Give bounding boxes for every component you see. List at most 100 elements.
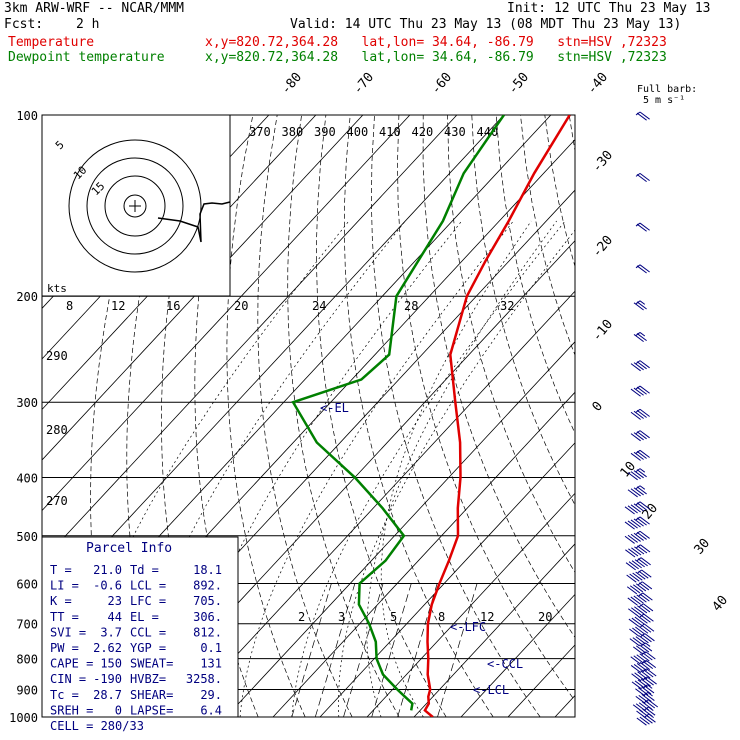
wind-barb-flag: [635, 626, 646, 635]
wind-barb-flag: [632, 646, 644, 655]
hodograph-ring: [104, 175, 166, 237]
parcel-key: Td =: [130, 563, 159, 577]
parcel-value: 892.: [193, 579, 222, 593]
wind-barb-flag: [645, 651, 656, 660]
wind-barb-flag: [642, 715, 653, 724]
theta-label: 430: [444, 125, 466, 139]
wind-barb-flag: [638, 635, 649, 644]
wind-barb-flag: [636, 450, 647, 459]
wind-barb-flag: [636, 301, 647, 310]
forecast-label: Fcst:: [4, 17, 44, 32]
wind-barb-flag: [627, 597, 638, 606]
parcel-key: PW =: [50, 641, 79, 655]
wind-barb-flag: [637, 558, 648, 567]
wind-barb-flag: [644, 685, 655, 694]
dry-adiabat-line: [568, 115, 575, 154]
wind-barb-flag: [635, 583, 647, 592]
wind-barb-flag: [639, 716, 650, 725]
parcel-value: 0.1: [200, 641, 222, 655]
isotherm-label: -60: [429, 70, 456, 98]
mixing-ratio-label: 3: [338, 610, 345, 624]
barb-legend-title: Full barb:: [637, 84, 697, 95]
wind-barb-flag: [630, 433, 641, 442]
isotherm-line: [178, 290, 575, 717]
wind-barb-flag: [627, 489, 638, 498]
parcel-key: Tc =: [50, 688, 79, 702]
wind-barb-flag: [645, 660, 657, 669]
isotherm-label: 30: [692, 536, 714, 558]
wind-barb-flag: [640, 614, 651, 623]
wind-barb-flag: [630, 471, 641, 480]
moist-adiabat-line: [380, 220, 532, 717]
dry-adiabat-line: [691, 115, 740, 717]
wind-barb-flag: [631, 560, 642, 569]
wind-barb-flag: [638, 582, 650, 591]
wind-barb-flag: [631, 681, 642, 690]
hodograph-ring: [68, 139, 202, 273]
theta-label: 370: [249, 125, 271, 139]
lcl-marker: <-LCL: [473, 683, 509, 697]
wind-barb-flag: [636, 173, 647, 182]
wind-barb-flag: [642, 652, 653, 661]
parcel-key: SWEAT=: [130, 657, 173, 671]
wind-barb-flag: [639, 222, 650, 231]
wind-barb-flag: [638, 625, 649, 634]
pressure-tick-label: 1000: [9, 711, 38, 725]
wind-barb-flag: [637, 605, 648, 614]
theta-label-left: 280: [46, 423, 68, 437]
wind-barb-flag: [630, 452, 641, 461]
isotherm-line: [366, 492, 575, 717]
parcel-value: 306.: [193, 610, 222, 624]
init-time: Init: 12 UTC Thu 23 May 13: [507, 1, 711, 16]
wind-barb-flag: [632, 627, 643, 636]
parcel-value: 6.4: [200, 703, 222, 717]
parcel-key: CCL =: [130, 625, 166, 639]
mixing-ratio-line: [291, 583, 332, 717]
wind-barb-flag: [630, 363, 641, 372]
wind-barb-flag: [636, 431, 647, 440]
hodograph-speed-label: 32: [500, 299, 514, 313]
parcel-value: 18.1: [193, 563, 222, 577]
wind-barb-flag: [639, 332, 646, 337]
parcel-cell: CELL = 280/33: [50, 719, 144, 733]
wind-barb-flag: [636, 265, 647, 274]
dry-adiabat-line: [642, 115, 740, 717]
wind-barb-flag: [648, 713, 654, 718]
isotherm-label: -70: [351, 70, 378, 98]
wind-barb-flag: [634, 546, 645, 555]
wind-barb-flag: [631, 673, 642, 682]
isotherm-line: [460, 593, 575, 717]
hodograph-speed-label: 8: [66, 299, 73, 313]
dewpoint-profile: [291, 115, 505, 711]
wind-barb-flag: [644, 692, 655, 701]
lfc-marker: <-LFC: [450, 620, 486, 634]
wind-barb-flag: [647, 684, 653, 689]
theta-label-left: 270: [46, 494, 68, 508]
hodograph-axis-label: kts: [47, 282, 67, 295]
wind-barb-flag: [633, 655, 644, 664]
wind-barb-flag: [643, 603, 654, 612]
wind-barb-flag: [626, 586, 638, 595]
hodograph-speed-label: 20: [234, 299, 248, 313]
wind-barb-flag: [626, 574, 637, 583]
wind-barb-flag: [641, 643, 653, 652]
wind-barb-flag: [633, 302, 644, 311]
forecast-hours: 2 h: [76, 17, 100, 32]
wind-barb-flag: [634, 616, 645, 625]
wind-barb-flag: [642, 592, 653, 601]
parcel-value: 812.: [193, 625, 222, 639]
wind-barb-flag: [634, 606, 645, 615]
moist-adiabat-line: [338, 229, 575, 717]
barb-legend-value: 5 m s⁻¹: [643, 95, 685, 106]
mixing-ratio-label: 12: [480, 610, 494, 624]
wind-barb-flag: [641, 569, 652, 578]
wind-barb-flag: [635, 695, 646, 704]
wind-barb-flag: [633, 487, 644, 496]
wind-barb-flag: [643, 677, 654, 686]
wind-barb-flag: [636, 112, 647, 121]
parcel-key: SHEAR=: [130, 688, 173, 702]
pressure-tick-label: 500: [16, 530, 38, 544]
parcel-value: 44: [108, 610, 122, 624]
pressure-tick-label: 200: [16, 290, 38, 304]
wind-barb-flag: [632, 584, 644, 593]
